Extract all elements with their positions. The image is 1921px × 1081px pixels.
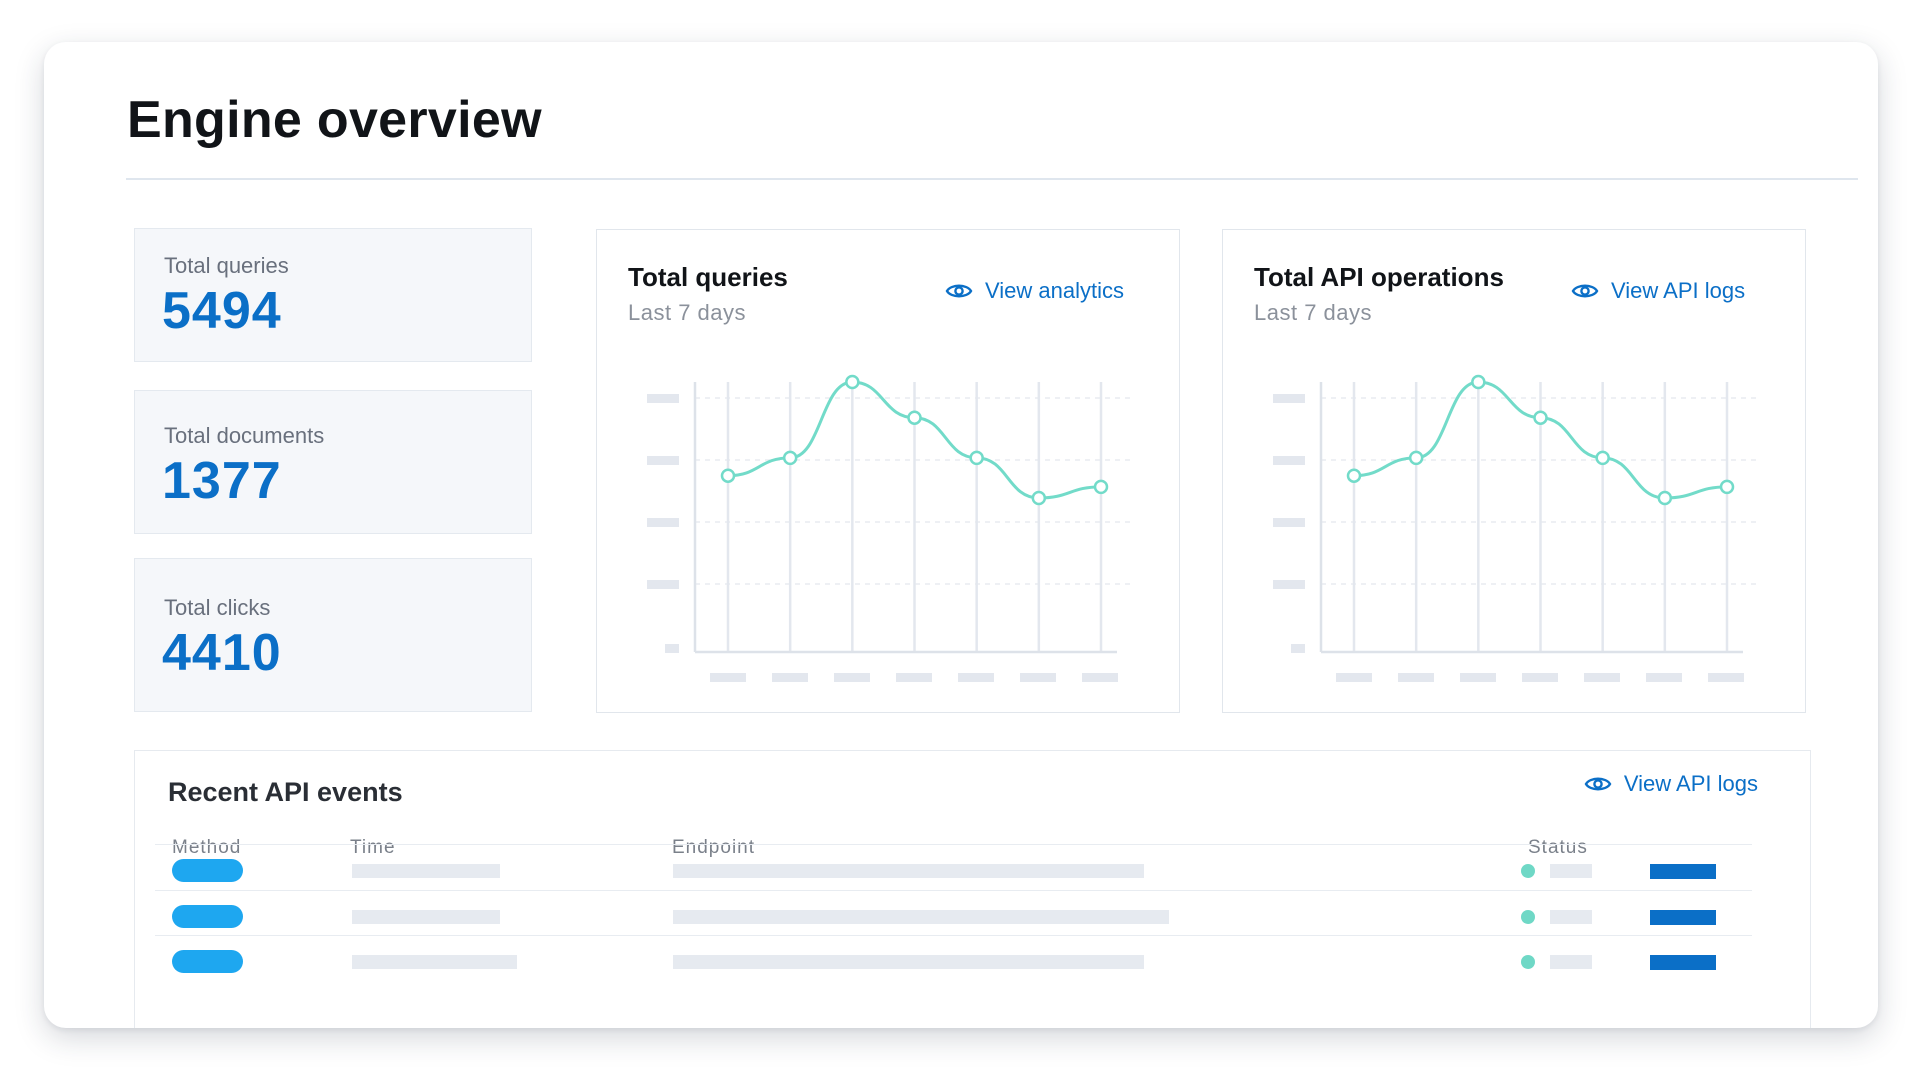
app-window: Engine overview Total queries 5494 Total… bbox=[44, 42, 1878, 1028]
view-api-logs-link[interactable]: View API logs bbox=[1584, 771, 1758, 797]
status-dot bbox=[1521, 955, 1535, 969]
x-tick-label bbox=[710, 673, 746, 682]
x-tick-label bbox=[1020, 673, 1056, 682]
recent-api-events-panel: Recent API events View API logs Method T… bbox=[134, 750, 1811, 1028]
method-badge bbox=[172, 950, 243, 973]
eye-icon bbox=[945, 284, 973, 298]
data-point bbox=[1719, 479, 1735, 495]
x-tick-label bbox=[834, 673, 870, 682]
x-tick-label bbox=[1584, 673, 1620, 682]
y-tick-label bbox=[1291, 644, 1305, 653]
x-tick-label bbox=[958, 673, 994, 682]
x-tick-label bbox=[1082, 673, 1118, 682]
stat-value: 4410 bbox=[162, 624, 282, 682]
stat-value: 5494 bbox=[162, 282, 282, 340]
total-api-operations-panel: Total API operations Last 7 days View AP… bbox=[1222, 229, 1806, 713]
line-chart bbox=[647, 374, 1133, 682]
column-header-time: Time bbox=[350, 837, 396, 858]
y-tick-label bbox=[1273, 580, 1305, 589]
x-tick-label bbox=[1646, 673, 1682, 682]
column-header-status: Status bbox=[1528, 837, 1588, 858]
method-badge bbox=[172, 905, 243, 928]
data-point bbox=[1346, 468, 1362, 483]
view-analytics-link[interactable]: View analytics bbox=[945, 278, 1124, 304]
y-tick-label bbox=[665, 644, 679, 653]
x-tick-label bbox=[1460, 673, 1496, 682]
status-placeholder bbox=[1550, 955, 1592, 969]
panel-subtitle: Last 7 days bbox=[628, 300, 747, 325]
x-tick-label bbox=[1522, 673, 1558, 682]
column-header-method: Method bbox=[172, 837, 242, 858]
endpoint-placeholder bbox=[673, 955, 1145, 969]
data-point bbox=[1657, 490, 1673, 506]
status-dot bbox=[1521, 910, 1535, 924]
total-queries-panel: Total queries Last 7 days View analytics bbox=[596, 229, 1180, 713]
events-title: Recent API events bbox=[168, 777, 403, 807]
stat-card-documents: Total documents 1377 bbox=[134, 390, 532, 534]
method-badge bbox=[172, 859, 243, 882]
view-api-logs-link[interactable]: View API logs bbox=[1571, 278, 1745, 304]
time-placeholder bbox=[352, 864, 500, 878]
stat-card-clicks: Total clicks 4410 bbox=[134, 558, 532, 712]
data-point bbox=[1093, 479, 1109, 495]
stat-label: Total clicks bbox=[164, 595, 271, 620]
view-api-logs-label: View API logs bbox=[1611, 278, 1746, 303]
data-point bbox=[1408, 450, 1424, 466]
status-placeholder bbox=[1550, 910, 1592, 924]
row-divider bbox=[155, 935, 1752, 936]
x-tick-label bbox=[896, 673, 932, 682]
data-point bbox=[782, 450, 798, 466]
title-divider bbox=[126, 178, 1858, 180]
stat-card-queries: Total queries 5494 bbox=[134, 228, 532, 362]
data-point bbox=[969, 450, 984, 466]
data-point bbox=[1031, 490, 1047, 506]
x-tick-label bbox=[1336, 673, 1372, 682]
x-tick-label bbox=[772, 673, 808, 682]
y-tick-label bbox=[647, 456, 679, 465]
data-point bbox=[1471, 374, 1486, 390]
panel-title: Total API operations bbox=[1254, 262, 1504, 292]
y-tick-label bbox=[647, 394, 679, 403]
y-tick-label bbox=[1273, 394, 1305, 403]
endpoint-placeholder bbox=[673, 910, 1169, 924]
y-tick-label bbox=[1273, 456, 1305, 465]
data-point bbox=[720, 468, 736, 483]
column-header-endpoint: Endpoint bbox=[672, 837, 756, 858]
y-tick-label bbox=[647, 580, 679, 589]
data-point bbox=[1595, 450, 1610, 466]
view-analytics-label: View analytics bbox=[985, 278, 1124, 303]
stat-label: Total documents bbox=[164, 423, 325, 448]
data-point bbox=[907, 410, 922, 425]
y-tick-label bbox=[647, 518, 679, 527]
details-link-placeholder[interactable] bbox=[1650, 864, 1716, 879]
stat-label: Total queries bbox=[164, 253, 289, 278]
eye-icon bbox=[1584, 777, 1612, 791]
line-chart bbox=[1273, 374, 1759, 682]
status-dot bbox=[1521, 864, 1535, 878]
row-divider bbox=[155, 844, 1752, 845]
row-divider bbox=[155, 890, 1752, 891]
y-tick-label bbox=[1273, 518, 1305, 527]
eye-icon bbox=[1571, 284, 1599, 298]
page-title: Engine overview bbox=[127, 91, 542, 149]
status-placeholder bbox=[1550, 864, 1592, 878]
panel-title: Total queries bbox=[628, 262, 788, 292]
x-tick-label bbox=[1708, 673, 1744, 682]
endpoint-placeholder bbox=[673, 864, 1145, 878]
time-placeholder bbox=[352, 910, 500, 924]
details-link-placeholder[interactable] bbox=[1650, 910, 1716, 925]
time-placeholder bbox=[352, 955, 518, 969]
panel-subtitle: Last 7 days bbox=[1254, 300, 1373, 325]
x-tick-label bbox=[1398, 673, 1434, 682]
details-link-placeholder[interactable] bbox=[1650, 955, 1716, 970]
data-point bbox=[1533, 410, 1548, 425]
view-api-logs-label: View API logs bbox=[1623, 771, 1758, 796]
stat-value: 1377 bbox=[162, 452, 282, 510]
data-point bbox=[845, 374, 860, 390]
